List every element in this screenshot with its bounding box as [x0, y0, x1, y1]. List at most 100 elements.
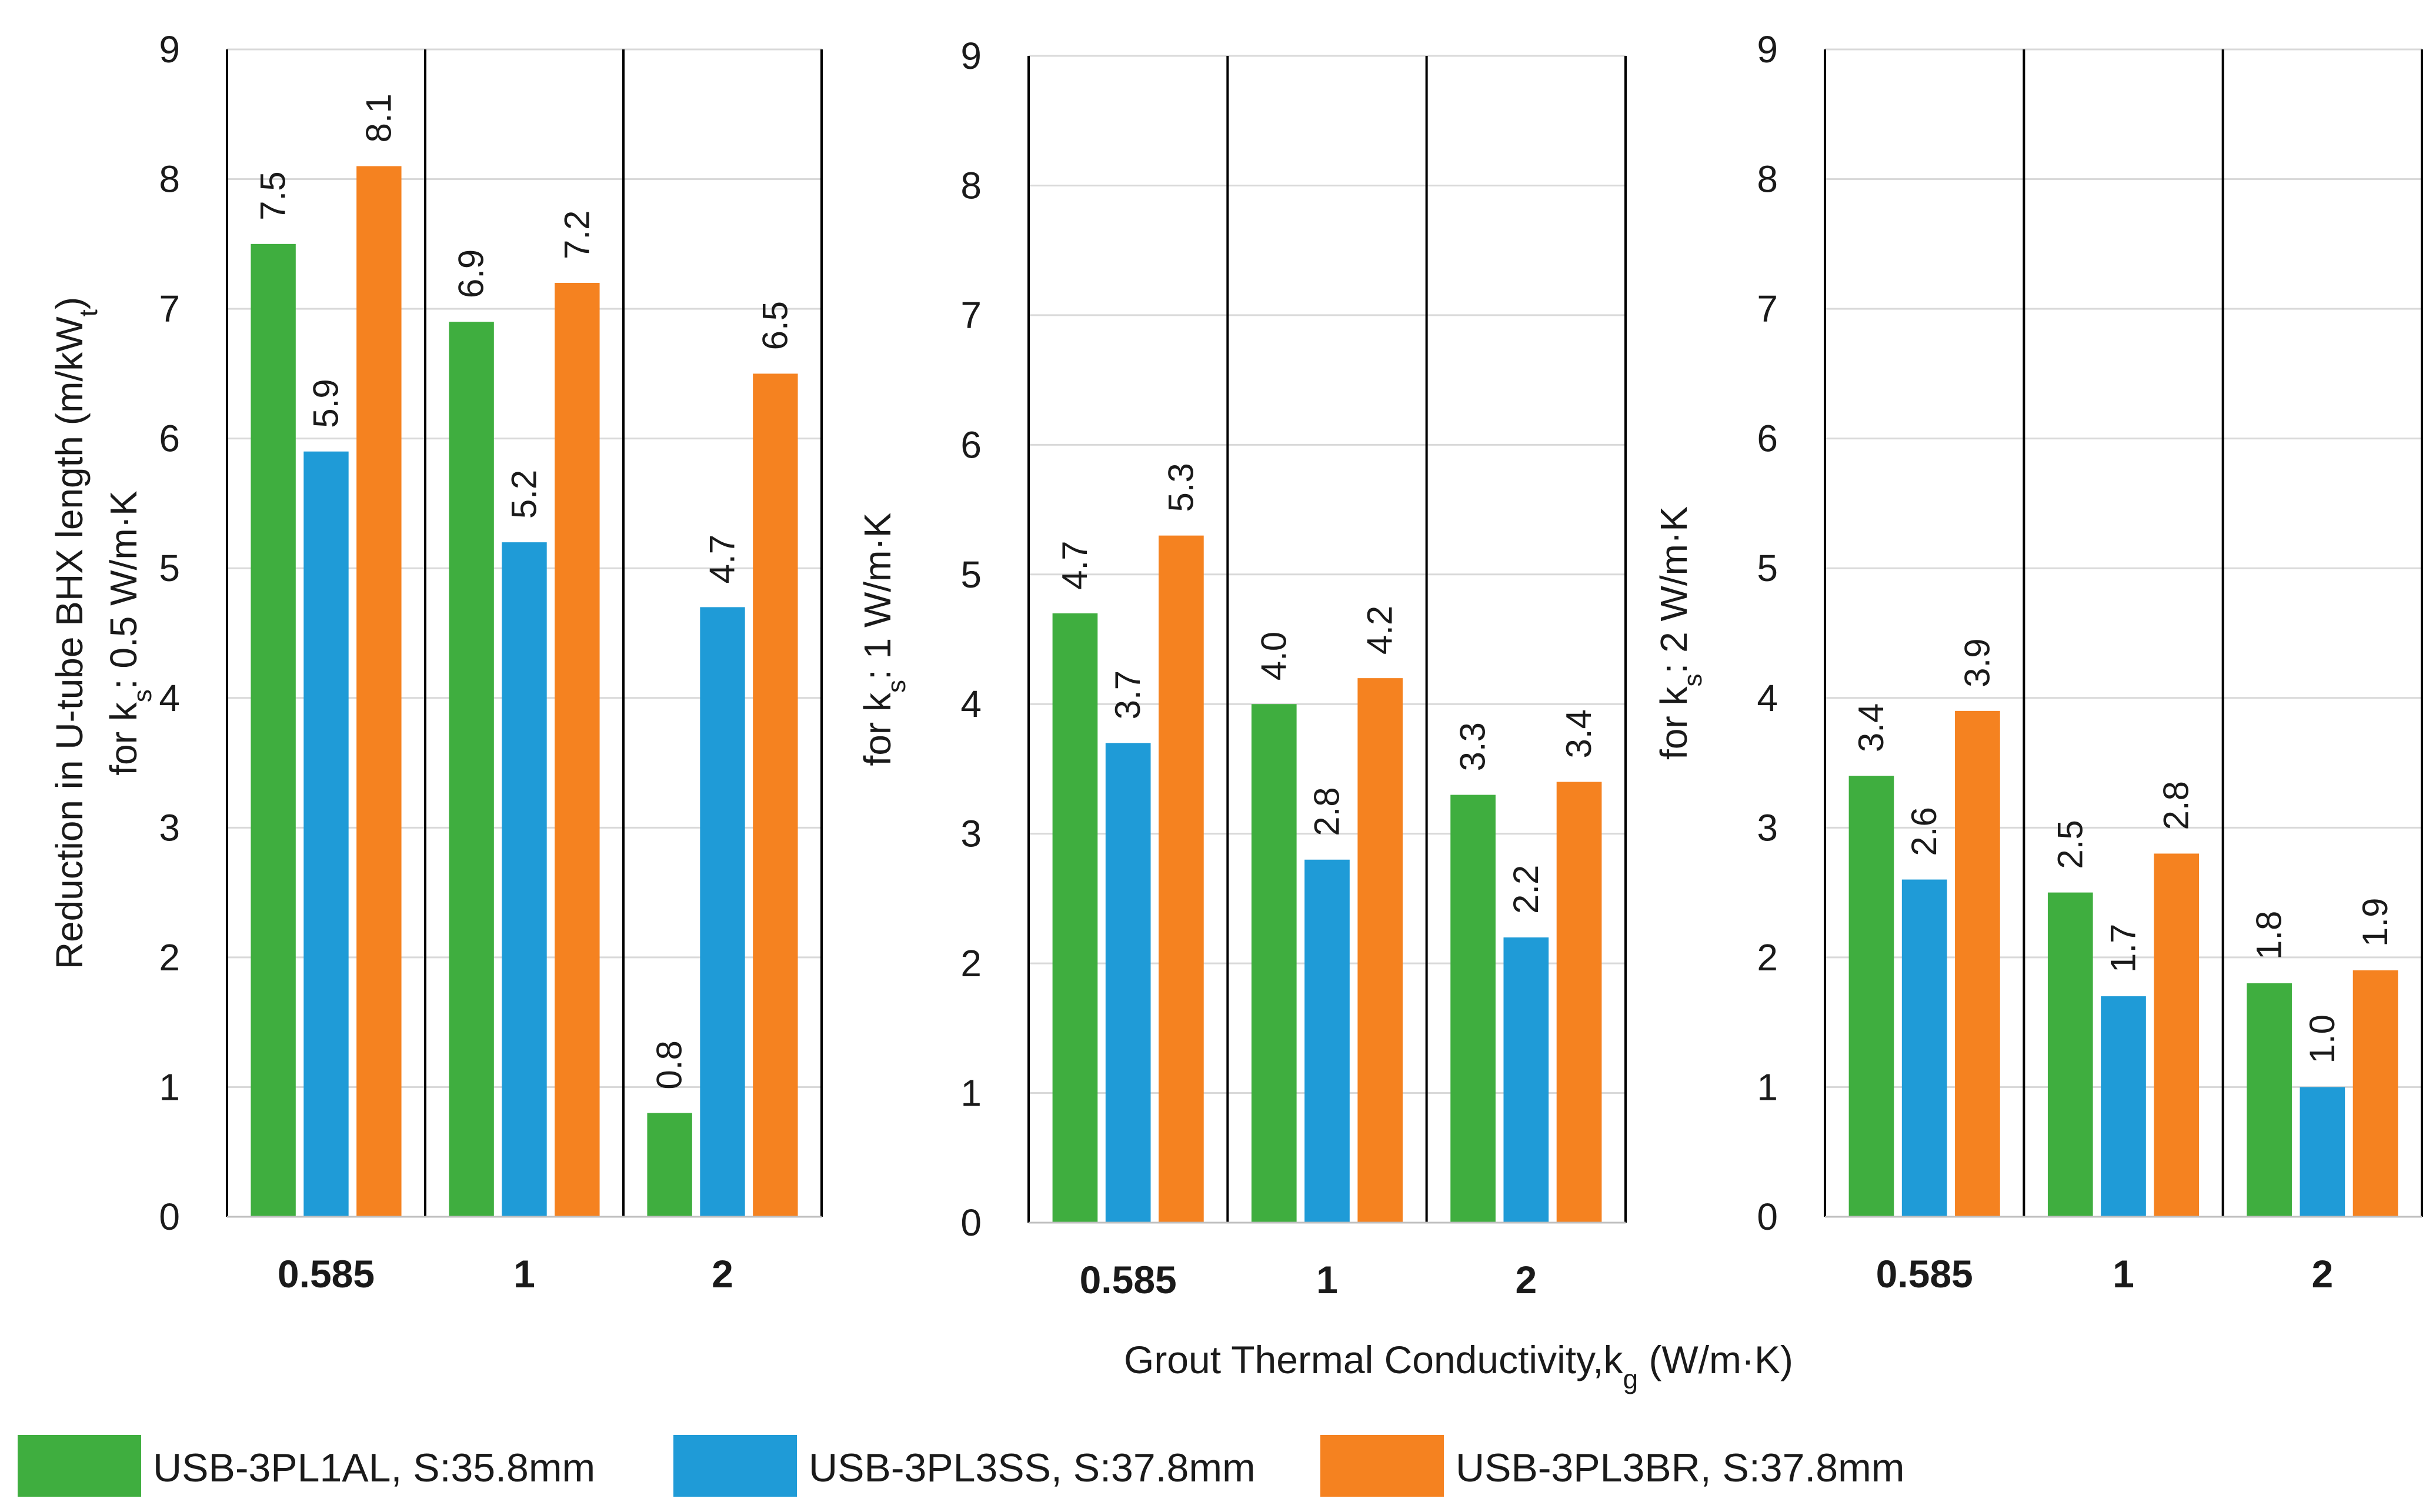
data-label: 7.2 — [557, 211, 596, 259]
y-tick-label: 2 — [159, 936, 180, 979]
legend-label: USB-3PL1AL, S:35.8mm — [153, 1446, 595, 1490]
bar — [700, 607, 745, 1217]
bar — [1357, 678, 1403, 1223]
data-label: 2.6 — [1904, 807, 1944, 856]
y-axis-label: for ks: 0.5 W/m·K — [102, 490, 157, 775]
bar — [1955, 710, 2000, 1217]
y-tick-label: 4 — [960, 683, 982, 725]
x-category-label: 1 — [513, 1252, 535, 1296]
data-label: 3.7 — [1108, 670, 1147, 719]
data-label: 6.9 — [452, 249, 491, 298]
bar — [303, 451, 349, 1217]
data-label: 7.5 — [253, 171, 293, 220]
legend: USB-3PL1AL, S:35.8mm USB-3PL3SS, S:37.8mm… — [18, 1435, 1904, 1497]
bar — [502, 542, 547, 1217]
bar — [647, 1113, 692, 1217]
bar — [1848, 776, 1894, 1217]
bar — [2352, 970, 2398, 1217]
y-tick-label: 6 — [1757, 418, 1778, 460]
y-tick-label: 7 — [1757, 288, 1778, 330]
y-tick-label: 5 — [960, 553, 982, 596]
y-tick-label: 9 — [1757, 28, 1778, 71]
bar — [1503, 937, 1549, 1223]
y-tick-label: 5 — [1757, 547, 1778, 589]
legend-swatch — [1320, 1435, 1444, 1497]
data-label: 3.3 — [1453, 722, 1493, 771]
y-tick-label: 5 — [159, 547, 180, 589]
y-tick-label: 1 — [1757, 1066, 1778, 1108]
x-category-label: 1 — [1316, 1258, 1338, 1301]
data-label: 4.7 — [703, 535, 742, 583]
y-tick-label: 2 — [960, 942, 982, 984]
bar — [1251, 704, 1297, 1223]
x-category-label: 2 — [2311, 1252, 2333, 1296]
legend-label: USB-3PL3BR, S:37.8mm — [1456, 1446, 1904, 1490]
data-label: 2.5 — [2050, 820, 2090, 869]
y-tick-label: 2 — [1757, 936, 1778, 979]
data-label: 3.4 — [1851, 703, 1891, 752]
data-label: 2.2 — [1506, 865, 1546, 914]
data-label: 1.0 — [2302, 1014, 2342, 1063]
data-label: 3.9 — [1957, 638, 1997, 687]
y-tick-label: 9 — [159, 28, 180, 71]
y-tick-label: 3 — [960, 813, 982, 855]
bar — [2300, 1087, 2345, 1217]
bar — [1450, 795, 1496, 1223]
chart-panel-3: 0 1 2 3 4 5 6 7 8 9 3.4 2.5 1.8 2.6 1.7 1.0 3.9 2.8 1.9 0.5… — [1653, 28, 2423, 1296]
y-tick-label: 7 — [960, 294, 982, 336]
bar — [1159, 535, 1204, 1223]
y-tick-label: 8 — [1757, 158, 1778, 201]
x-category-label: 0.585 — [1080, 1258, 1177, 1301]
legend-label: USB-3PL3SS, S:37.8mm — [809, 1446, 1256, 1490]
chart-panel-1: 0 1 2 3 4 5 6 7 8 9 7.5 6.9 0.8 5.9 5.2 4.7 8.1 7.2 6.5 0.5… — [48, 28, 823, 1296]
y-tick-label: 8 — [159, 158, 180, 201]
y-tick-label: 0 — [1757, 1196, 1778, 1238]
y-tick-label: 4 — [1757, 677, 1778, 719]
y-tick-label: 8 — [960, 164, 982, 206]
data-label: 4.2 — [1360, 606, 1400, 655]
bar — [1052, 613, 1098, 1223]
y-tick-label: 1 — [159, 1066, 180, 1108]
data-label: 8.1 — [359, 94, 398, 142]
y-axis-label: for ks: 1 W/m·K — [856, 513, 911, 766]
y-tick-label: 6 — [960, 423, 982, 466]
y-tick-label: 9 — [960, 35, 982, 77]
data-label: 5.9 — [306, 379, 346, 428]
x-category-label: 2 — [712, 1252, 733, 1296]
bar — [753, 373, 798, 1217]
data-label: 0.8 — [650, 1040, 689, 1089]
data-label: 4.0 — [1254, 632, 1293, 680]
data-label: 5.3 — [1161, 463, 1200, 512]
bar — [555, 283, 600, 1217]
legend-swatch — [673, 1435, 797, 1497]
x-category-label: 1 — [2113, 1252, 2134, 1296]
data-label: 1.7 — [2104, 924, 2143, 973]
y-tick-label: 6 — [159, 418, 180, 460]
legend-item: USB-3PL3SS, S:37.8mm — [673, 1435, 1256, 1497]
y-tick-label: 0 — [960, 1201, 982, 1244]
legend-swatch — [18, 1435, 141, 1497]
y-axis-label-top: Reduction in U-tube BHX length (m/kWt) — [48, 297, 103, 969]
legend-item: USB-3PL1AL, S:35.8mm — [18, 1435, 595, 1497]
y-tick-label: 3 — [159, 806, 180, 849]
y-tick-label: 1 — [960, 1072, 982, 1114]
bar — [1105, 743, 1151, 1223]
y-tick-label: 0 — [159, 1196, 180, 1238]
legend-item: USB-3PL3BR, S:37.8mm — [1320, 1435, 1904, 1497]
bar — [2247, 983, 2292, 1217]
bar — [1901, 879, 1947, 1217]
bar — [251, 243, 296, 1217]
data-label: 2.8 — [2157, 781, 2196, 830]
data-label: 2.8 — [1307, 787, 1347, 836]
y-tick-label: 4 — [159, 677, 180, 719]
x-category-label: 0.585 — [1876, 1252, 1973, 1296]
x-category-label: 0.585 — [278, 1252, 375, 1296]
data-label: 3.4 — [1559, 709, 1599, 758]
y-axis-label: for ks: 2 W/m·K — [1653, 506, 1707, 760]
y-tick-label: 7 — [159, 288, 180, 330]
bar — [356, 166, 402, 1217]
x-axis-label: Grout Thermal Conductivity,kg (W/m·K) — [1124, 1338, 1793, 1394]
data-label: 1.9 — [2355, 898, 2395, 947]
